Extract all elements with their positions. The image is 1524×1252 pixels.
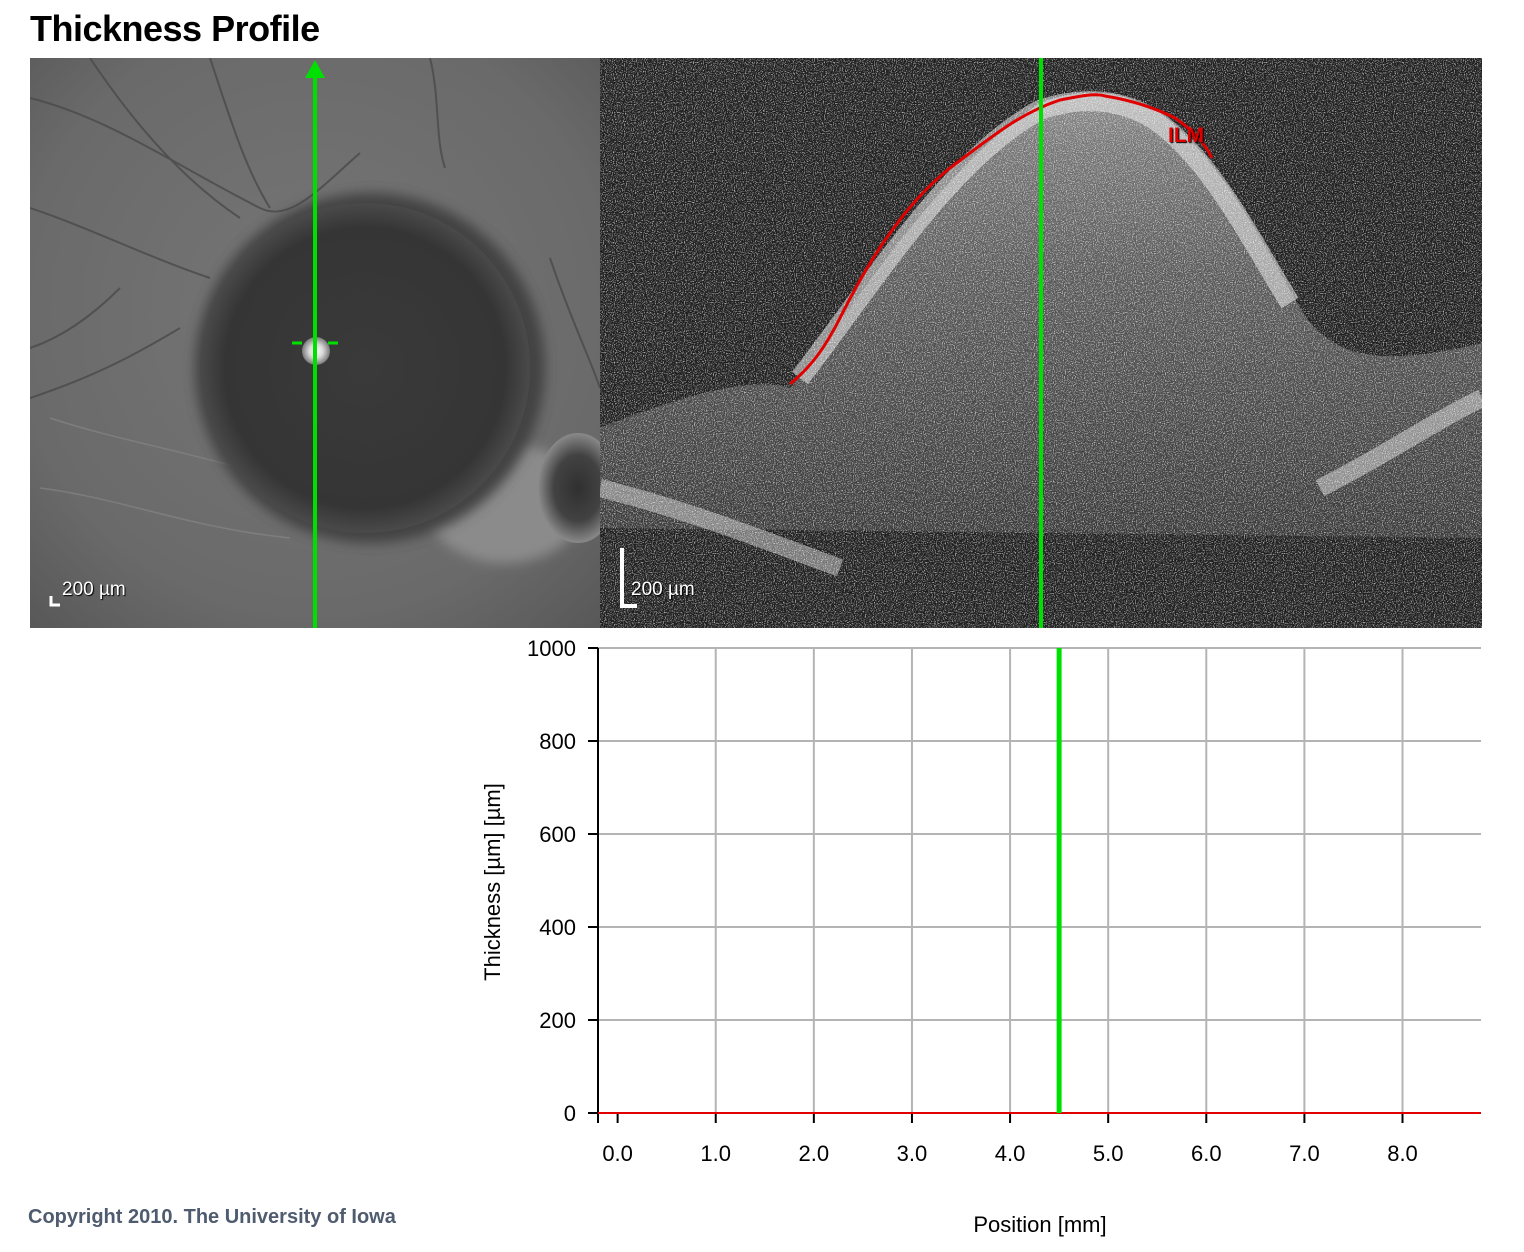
x-tick-label: 8.0: [1387, 1141, 1418, 1166]
ilm-segmentation-line: [789, 93, 1214, 386]
oct-scale-label: 200 µm: [631, 579, 695, 600]
x-tick-label: 5.0: [1093, 1141, 1124, 1166]
thickness-chart: 0.0 1.0 2.0 3.0 4.0 5.0 6.0 7.0 8.0 0 200 400 600 800…: [480, 636, 1481, 1237]
x-tick-label: 1.0: [700, 1141, 731, 1166]
y-tick-label: 1000: [527, 636, 576, 661]
oct-scan-position-line[interactable]: [600, 58, 1482, 628]
fundus-image-panel[interactable]: 200 µm: [30, 58, 600, 628]
up-arrow-icon: [305, 60, 325, 78]
chart-ticks: 0.0 1.0 2.0 3.0 4.0 5.0 6.0 7.0 8.0 0 200 400 600 800…: [527, 636, 1418, 1166]
x-tick-label: 7.0: [1289, 1141, 1320, 1166]
fundus-scan-line[interactable]: [30, 58, 600, 628]
y-tick-label: 200: [539, 1008, 576, 1033]
scale-bar-icon: [620, 548, 637, 608]
x-tick-label: 0.0: [602, 1141, 633, 1166]
x-axis-label: Position [mm]: [973, 1212, 1106, 1237]
y-tick-label: 400: [539, 915, 576, 940]
page-title: Thickness Profile: [30, 8, 320, 49]
copyright-text: Copyright 2010. The University of Iowa: [28, 1206, 396, 1228]
fundus-scale-label: 200 µm: [62, 579, 126, 600]
x-tick-label: 2.0: [799, 1141, 830, 1166]
y-axis-label: Thickness [µm] [µm]: [480, 783, 505, 981]
x-tick-label: 6.0: [1191, 1141, 1222, 1166]
x-tick-label: 4.0: [995, 1141, 1026, 1166]
y-tick-label: 600: [539, 822, 576, 847]
x-tick-label: 3.0: [897, 1141, 928, 1166]
ilm-layer-label: ILM: [1168, 124, 1205, 147]
y-tick-label: 0: [564, 1101, 576, 1126]
chart-grid: [598, 647, 1481, 1113]
scale-bar-icon: [49, 596, 60, 607]
y-tick-label: 800: [539, 729, 576, 754]
oct-bscan-panel[interactable]: ILM 200 µm: [600, 58, 1482, 628]
